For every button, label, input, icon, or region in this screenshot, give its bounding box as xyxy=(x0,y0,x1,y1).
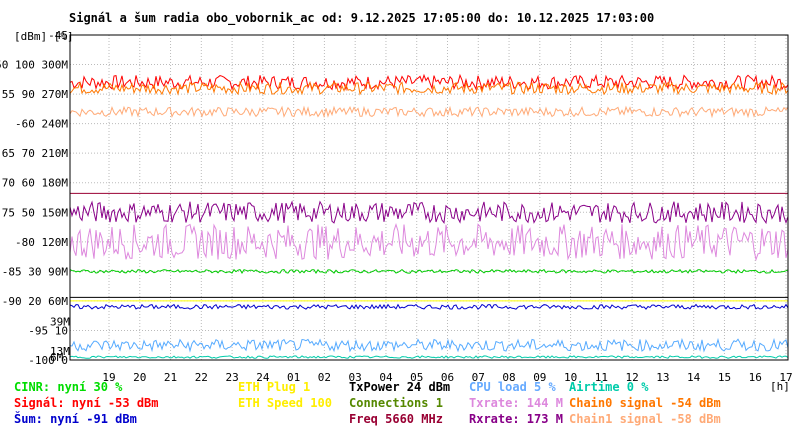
legend-entry: CPU load 5 % xyxy=(469,380,556,394)
legend-entry: ETH Speed 100 xyxy=(238,396,332,410)
legend-entry: Airtime 0 % xyxy=(569,380,649,394)
series-line xyxy=(69,303,789,310)
y-tick-label: -70 60 180M xyxy=(0,177,68,190)
inline-rate-label: 39M xyxy=(50,316,70,329)
legend-entry: Rxrate: 173 M xyxy=(469,412,563,426)
x-tick-label: 02 xyxy=(318,371,331,384)
series-line xyxy=(69,355,789,359)
legend-entry: Signál: nyní -53 dBm xyxy=(14,396,159,410)
x-tick-label: 09 xyxy=(533,371,546,384)
x-tick-label: 20 xyxy=(133,371,146,384)
series-line xyxy=(69,268,789,274)
chart-title: Signál a šum radia obo_vobornik_ac od: 9… xyxy=(69,11,654,26)
legend: CINR: nyní 30 % Signál: nyní -53 dBmŠum: … xyxy=(14,380,721,426)
y-tick-label: -100 0 xyxy=(28,354,68,367)
x-tick-label: 23 xyxy=(225,371,238,384)
x-tick-label: 01 xyxy=(287,371,300,384)
y-tick-label: -75 50 150M xyxy=(0,206,68,219)
legend-entry: CINR: nyní 30 % xyxy=(14,380,123,394)
x-tick-label: 24 xyxy=(256,371,270,384)
y-tick-label: -95 10 xyxy=(28,324,68,337)
legend-entry: Txrate: 144 M xyxy=(469,396,563,410)
legend-entry: Connections 1 xyxy=(349,396,443,410)
x-tick-label: 15 xyxy=(718,371,731,384)
legend-entry: Chain1 signal -58 dBm xyxy=(569,412,721,426)
x-tick-label: 19 xyxy=(102,371,115,384)
legend-entry: Freq 5660 MHz xyxy=(349,412,443,426)
y-tick-label: -50 100 300M xyxy=(0,59,68,72)
x-tick-label: 05 xyxy=(410,371,423,384)
y-tick-label: -80 120M xyxy=(15,236,68,249)
y-tick-label: -65 70 210M xyxy=(0,147,68,160)
series-line xyxy=(69,337,789,353)
legend-entry: Šum: nyní -91 dBm xyxy=(14,411,137,426)
legend-entry: Chain0 signal -54 dBm xyxy=(569,396,721,410)
x-axis-unit-label: [h] xyxy=(770,380,790,393)
x-tick-label: 13 xyxy=(656,371,669,384)
x-tick-label: 12 xyxy=(626,371,639,384)
x-tick-label: 03 xyxy=(349,371,362,384)
x-tick-label: 11 xyxy=(595,371,608,384)
x-tick-label: 14 xyxy=(687,371,701,384)
y-axis-unit-label: [dBm] [%] xyxy=(14,30,74,43)
x-tick-label: 08 xyxy=(502,371,515,384)
x-tick-label: 04 xyxy=(379,371,393,384)
x-tick-label: 21 xyxy=(164,371,177,384)
legend-entry: ETH Plug 1 xyxy=(238,380,310,394)
x-tick-label: 22 xyxy=(195,371,208,384)
y-tick-label: -60 240M xyxy=(15,118,68,131)
legend-entry: TxPower 24 dBm xyxy=(349,380,450,394)
reference-lines xyxy=(70,192,788,298)
x-tick-label: 06 xyxy=(441,371,454,384)
x-tick-label: 16 xyxy=(749,371,762,384)
x-tick-label: 10 xyxy=(564,371,577,384)
plot-frame xyxy=(69,34,789,361)
x-tick-label: 17 xyxy=(779,371,792,384)
series-line xyxy=(69,105,789,119)
y-tick-label: -85 30 90M xyxy=(2,265,69,278)
series-line xyxy=(69,80,789,96)
x-axis-ticks: 19 20 21 22 23 24 01 02 03 04 05 06 07 08 09 10 11 12 13 14… xyxy=(102,371,792,384)
y-axis-ticks: -45 -50 100 300M -55 90 270M -60 240M -65 70… xyxy=(0,29,68,367)
data-series xyxy=(69,73,789,359)
y-tick-label: -45 xyxy=(48,29,68,42)
series-line xyxy=(69,222,789,262)
inline-rate-label: 13M xyxy=(50,345,70,358)
x-tick-label: 07 xyxy=(472,371,485,384)
series-line xyxy=(69,200,789,225)
inline-rate-label: 6M xyxy=(50,351,64,364)
series-line xyxy=(69,73,789,92)
y-tick-label: -55 90 270M xyxy=(0,88,68,101)
y-tick-label: -90 20 60M xyxy=(2,295,69,308)
